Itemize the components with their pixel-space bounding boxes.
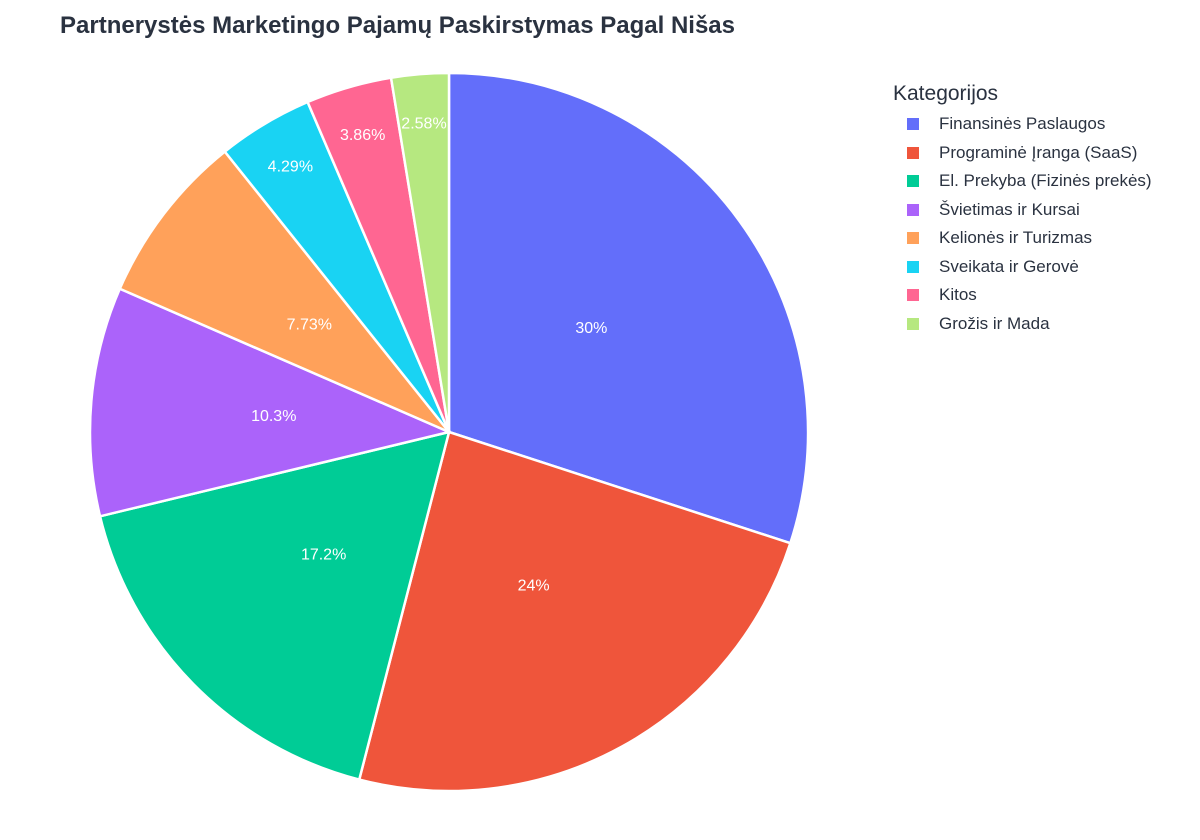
legend-title: Kategorijos [893, 82, 999, 105]
chart-title: Partnerystės Marketingo Pajamų Paskirsty… [60, 12, 735, 39]
legend-item[interactable]: El. Prekyba (Fizinės prekės) [907, 167, 1152, 196]
slice-label: 10.3% [251, 408, 296, 425]
slice-label: 4.29% [268, 158, 313, 175]
legend-label: Grožis ir Mada [939, 313, 1050, 333]
legend-swatch [907, 317, 919, 330]
legend-item[interactable]: Kelionės ir Turizmas [907, 224, 1152, 253]
pie-slice [118, 149, 450, 434]
legend-label: El. Prekyba (Fizinės prekės) [939, 171, 1152, 191]
legend-item[interactable]: Sveikata ir Gerovė [907, 253, 1152, 282]
pie-slice [389, 71, 451, 433]
legend-label: Finansinės Paslaugos [939, 114, 1106, 134]
legend-swatch [907, 260, 919, 273]
slice-label: 17.2% [301, 547, 346, 564]
pie-slice [98, 430, 451, 782]
slice-label: 7.73% [287, 316, 332, 333]
legend-swatch [907, 232, 919, 245]
legend-swatch [907, 118, 919, 131]
legend-label: Kitos [939, 285, 977, 305]
legend-label: Sveikata ir Gerovė [939, 256, 1079, 276]
legend: Kategorijos Finansinės Paslaugos Programi… [893, 82, 1152, 338]
legend-label: Kelionės ir Turizmas [939, 228, 1093, 248]
pie-slice [447, 71, 810, 545]
slice-label: 24% [518, 577, 550, 594]
legend-items: Finansinės Paslaugos Programinė Įranga (S… [893, 110, 1152, 338]
legend-label: Švietimas ir Kursai [939, 199, 1080, 219]
slice-label: 30% [575, 320, 607, 337]
legend-item[interactable]: Grožis ir Mada [907, 310, 1152, 339]
pie-slice [357, 430, 792, 793]
legend-swatch [907, 146, 919, 159]
legend-swatch [907, 175, 919, 188]
legend-item[interactable]: Kitos [907, 281, 1152, 310]
legend-swatch [907, 289, 919, 302]
legend-item[interactable]: Finansinės Paslaugos [907, 110, 1152, 139]
legend-item[interactable]: Programinė Įranga (SaaS) [907, 139, 1152, 168]
legend-label: Programinė Įranga (SaaS) [939, 142, 1138, 162]
slice-label: 3.86% [340, 127, 385, 144]
legend-swatch [907, 203, 919, 216]
slice-label: 2.58% [401, 115, 446, 132]
pie-slice [88, 287, 453, 518]
pie-slices [88, 71, 810, 793]
slice-labels: 30% 24% 17.2% 10.3% 7.73% 4.29% 3.86% 2.58% [251, 115, 607, 594]
legend-item[interactable]: Švietimas ir Kursai [907, 196, 1152, 225]
